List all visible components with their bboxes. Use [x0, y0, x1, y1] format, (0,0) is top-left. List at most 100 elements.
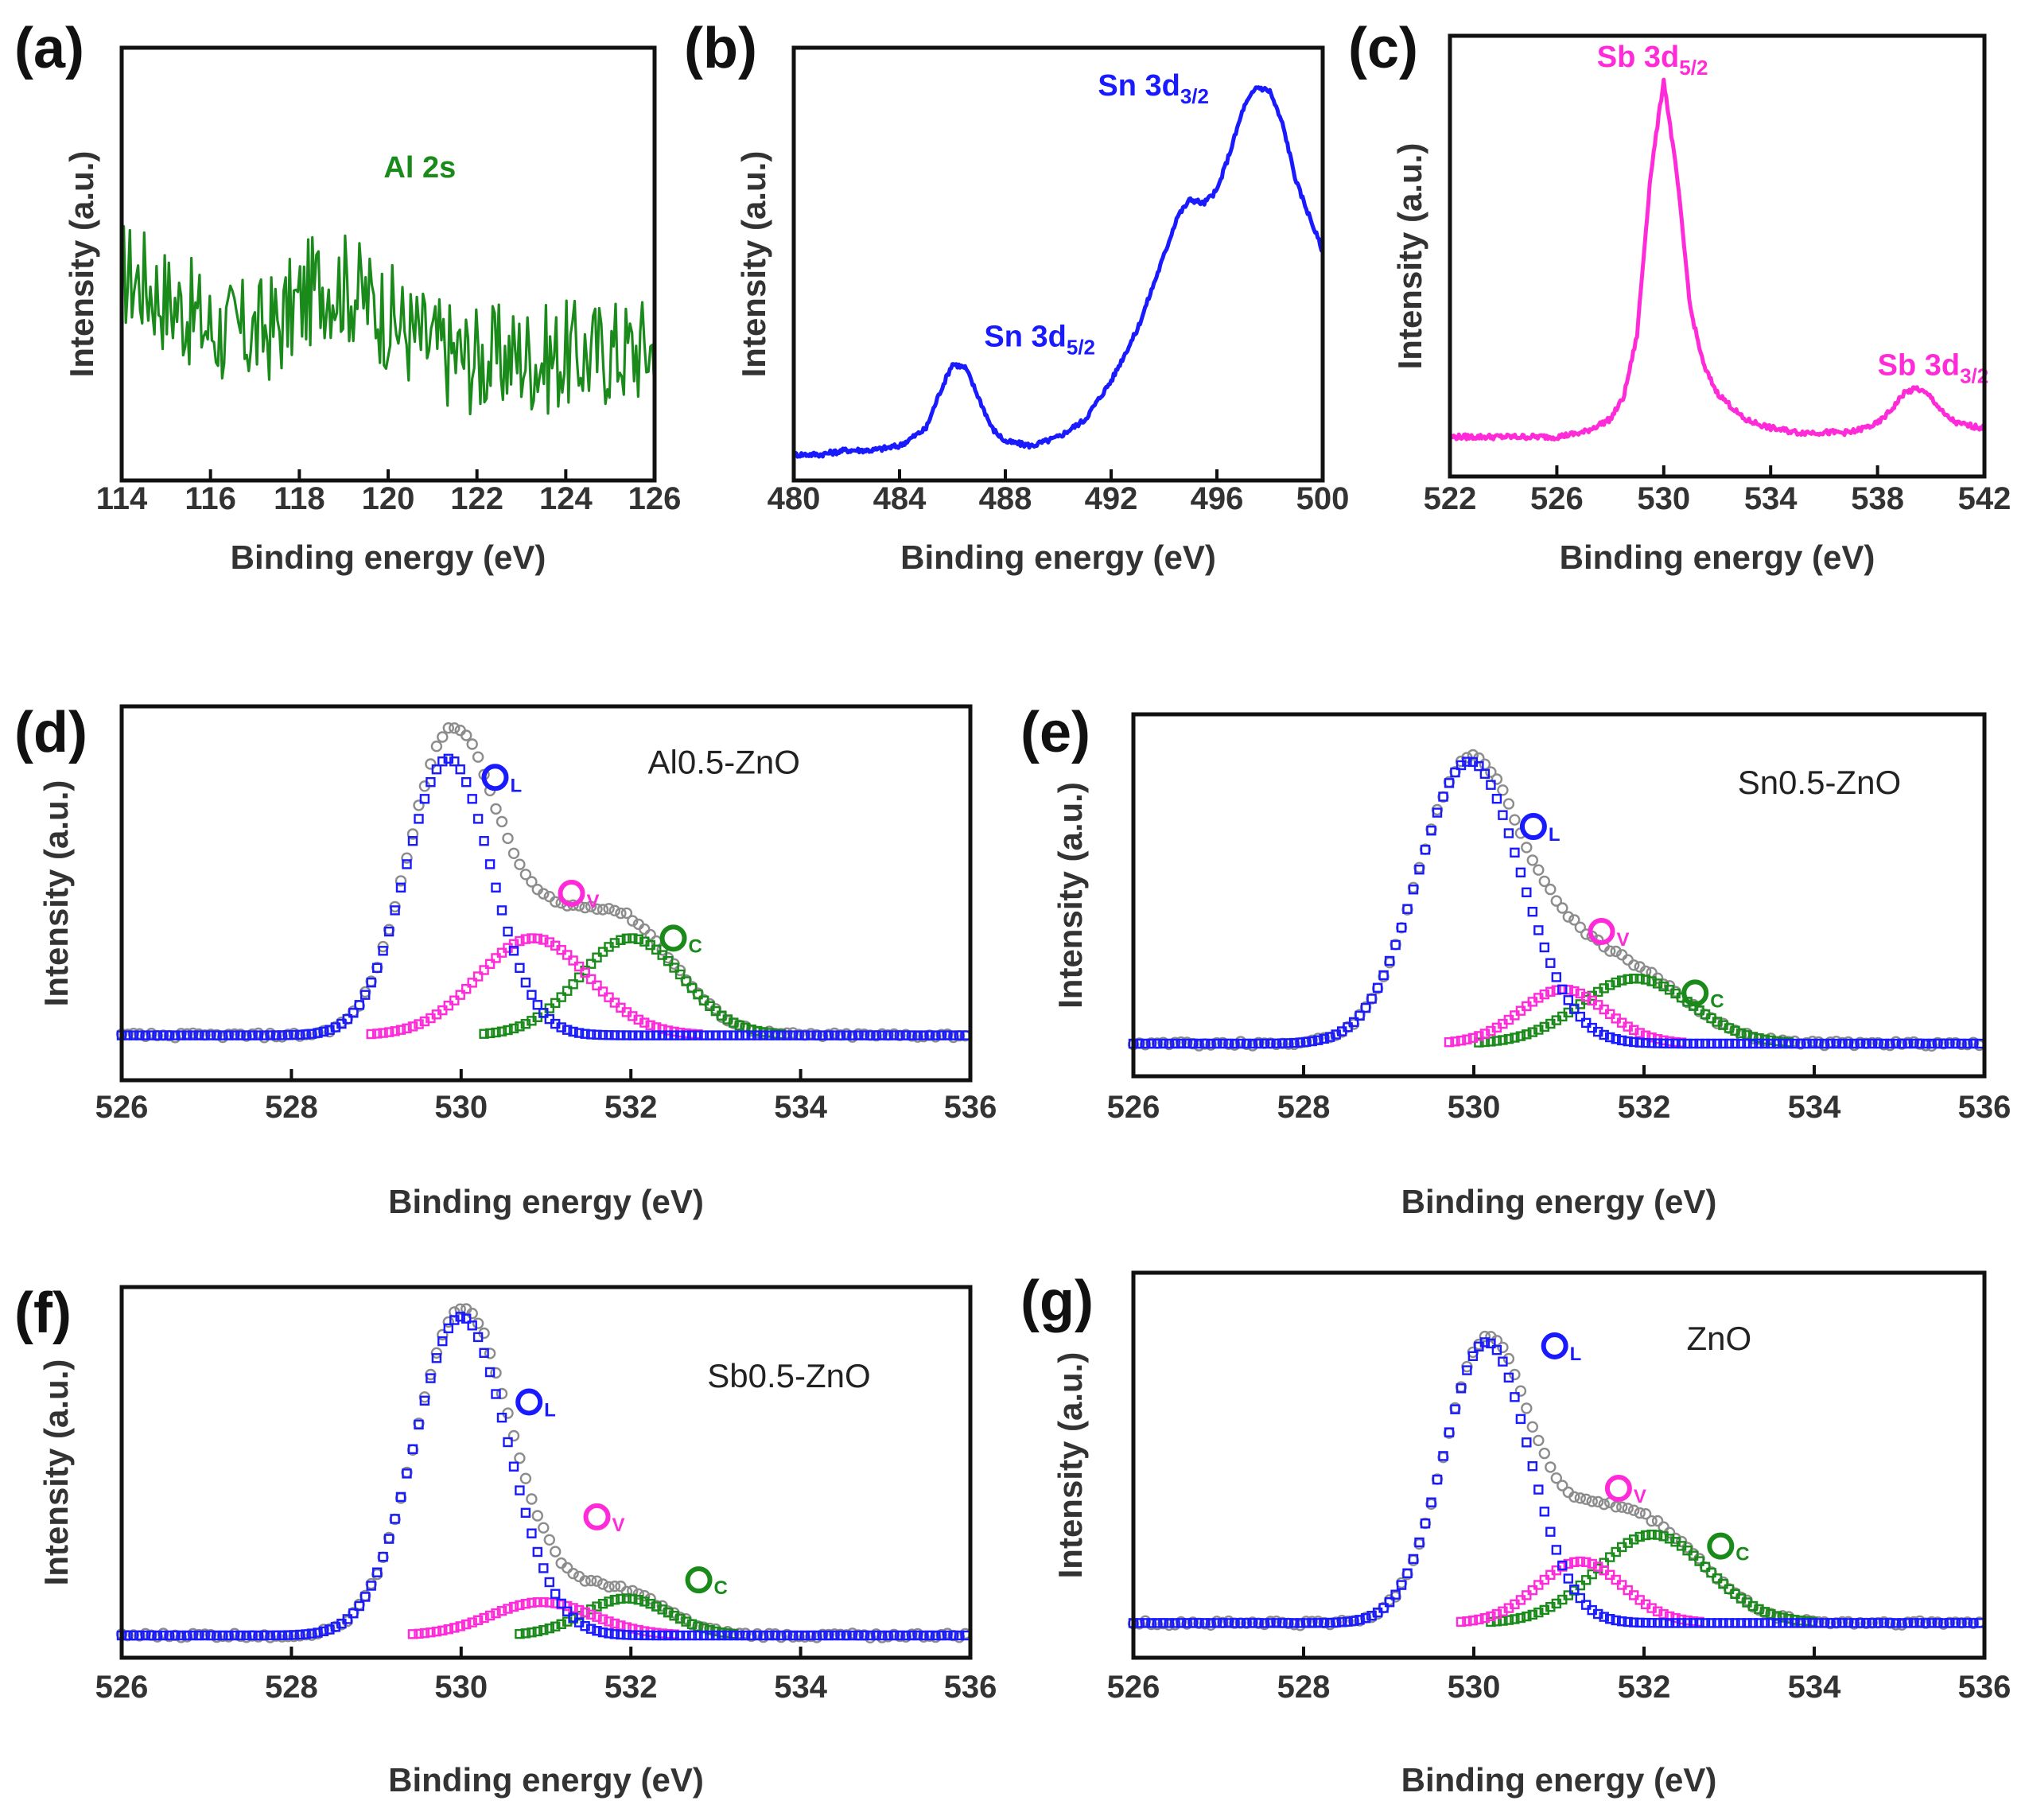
oc-point — [515, 1021, 525, 1032]
ol-point — [1491, 1344, 1502, 1355]
y-axis-label: Intensity (a.u.) — [1051, 782, 1089, 1009]
ol-point — [282, 1030, 293, 1040]
total-point — [496, 815, 508, 828]
ol-point — [390, 905, 400, 916]
ol-point — [1867, 1038, 1878, 1049]
ol-point — [1569, 1584, 1580, 1595]
ol-point — [770, 1630, 780, 1641]
oc-point — [550, 998, 561, 1009]
ol-point — [259, 1630, 270, 1641]
ol-point — [734, 1030, 744, 1040]
ol-point — [550, 1589, 561, 1599]
oc-point — [1515, 1031, 1526, 1041]
ol-point — [830, 1030, 840, 1040]
o-ring-symbol — [1541, 1332, 1568, 1359]
ov-point — [609, 998, 620, 1008]
ov-point — [580, 967, 590, 978]
ol-point — [752, 1030, 763, 1040]
total-point — [1467, 749, 1479, 761]
ol-point — [1795, 1618, 1806, 1628]
ol-point — [1735, 1618, 1747, 1628]
ol-point — [1218, 1038, 1228, 1049]
ol-point — [1283, 1618, 1293, 1628]
ol-point — [645, 1630, 655, 1641]
ol-point — [693, 1030, 703, 1040]
oc-point — [1587, 1569, 1597, 1580]
ol-point — [146, 1630, 157, 1641]
ol-point — [1515, 867, 1526, 878]
oc-point — [705, 1001, 715, 1012]
ol-point — [835, 1030, 845, 1040]
ol-point — [698, 1030, 709, 1040]
ol-point — [1182, 1618, 1192, 1628]
ov-point — [639, 1017, 650, 1028]
ol-point — [1664, 1038, 1675, 1049]
ol-point — [1211, 1038, 1222, 1049]
ol-point — [1432, 1474, 1443, 1485]
oc-point — [628, 1593, 638, 1604]
ol-point — [853, 1030, 864, 1040]
ol-point — [1688, 1038, 1699, 1049]
ol-point — [609, 1629, 620, 1639]
ol-point — [1599, 1029, 1609, 1040]
ol-point — [1170, 1618, 1180, 1628]
ol-point — [1956, 1618, 1967, 1628]
x-tick-label: 122 — [450, 481, 503, 516]
ol-point — [592, 1625, 602, 1636]
oc-point — [609, 1594, 620, 1605]
ol-point — [1187, 1038, 1199, 1049]
ol-point — [1747, 1618, 1759, 1628]
oc-point — [674, 1613, 686, 1624]
ol-point — [1491, 794, 1502, 804]
total-point — [1562, 911, 1575, 923]
ov-point — [1611, 1574, 1621, 1585]
ol-point — [1360, 1002, 1371, 1013]
ol-point — [1884, 1618, 1895, 1628]
ov-point — [1474, 1031, 1484, 1041]
ol-point — [1527, 906, 1538, 917]
ol-point — [1343, 1022, 1353, 1032]
x-tick-label: 480 — [768, 481, 821, 516]
ol-point — [1623, 1616, 1633, 1628]
oc-point — [1604, 1552, 1615, 1562]
oc-point — [1503, 1615, 1514, 1625]
total-point — [1550, 1472, 1563, 1484]
ol-point — [1908, 1618, 1919, 1628]
ol-point — [1628, 1036, 1639, 1048]
axes-frame — [119, 704, 973, 1083]
ol-point — [1735, 1038, 1747, 1049]
oc-point — [1700, 1561, 1711, 1573]
oc-point — [686, 1619, 698, 1630]
ol-point — [710, 1030, 721, 1040]
ol-point — [1783, 1618, 1794, 1628]
total-point — [1502, 798, 1515, 810]
total-point — [449, 722, 461, 734]
ov-point — [628, 1624, 638, 1634]
ol-point — [467, 1320, 477, 1331]
ol-point — [1700, 1038, 1711, 1049]
ol-point — [1968, 1618, 1979, 1628]
ol-point — [853, 1630, 864, 1641]
ov-point — [657, 1024, 667, 1034]
ol-point — [1312, 1618, 1323, 1628]
total-point — [1586, 1495, 1598, 1507]
ol-point — [1896, 1618, 1907, 1628]
ol-point — [1510, 1392, 1520, 1402]
total-point — [1502, 1352, 1515, 1365]
oc-point — [639, 1596, 650, 1607]
ol-point — [686, 1630, 698, 1641]
total-point — [597, 1578, 609, 1590]
ol-point — [1742, 1618, 1752, 1628]
x-tick-label: 532 — [1618, 1090, 1671, 1125]
ol-point — [1575, 1011, 1586, 1022]
ol-point — [865, 1030, 876, 1040]
oc-point — [1533, 1025, 1544, 1035]
ov-point — [515, 1600, 525, 1611]
ov-point — [592, 980, 602, 991]
ol-point — [1664, 1618, 1675, 1628]
total-point — [437, 1328, 449, 1341]
ol-point — [681, 1030, 691, 1040]
ol-point — [1569, 1004, 1580, 1014]
ol-point — [585, 1624, 597, 1634]
plot-area: Al 2s — [120, 151, 656, 416]
